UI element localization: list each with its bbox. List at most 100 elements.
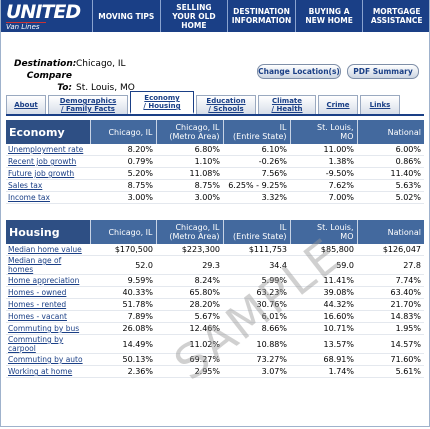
cell: 10.88% xyxy=(223,334,290,354)
tab[interactable]: Climate / Health xyxy=(258,95,316,114)
cell: 0.79% xyxy=(90,155,156,168)
tab[interactable]: Crime xyxy=(318,95,358,114)
button[interactable]: Change Location(s) xyxy=(257,64,341,79)
housing-table: Housing Chicago, IL Chicago, IL (Metro Are… xyxy=(6,220,424,378)
cell: -9.50% xyxy=(290,167,357,180)
tab[interactable]: About xyxy=(6,95,46,114)
row-label[interactable]: Median home value xyxy=(6,244,90,256)
cell: 68.91% xyxy=(290,353,357,366)
column-header: St. Louis, MO xyxy=(289,120,357,144)
cell: 8.66% xyxy=(223,322,290,335)
cell: 6.80% xyxy=(156,144,223,156)
cell: 14.83% xyxy=(357,310,424,323)
destination: Chicago, IL xyxy=(76,59,126,69)
cell: 5.61% xyxy=(357,365,424,378)
cell: 11.08% xyxy=(156,167,223,180)
cell: 71.60% xyxy=(357,353,424,366)
tab[interactable]: Economy / Housing xyxy=(130,91,194,114)
row-label[interactable]: Recent job growth xyxy=(6,155,90,168)
row-label[interactable]: Homes - owned xyxy=(6,286,90,299)
cell: 14.49% xyxy=(90,334,156,354)
cell: 11.40% xyxy=(357,167,424,180)
logo-sub[interactable]: Van Lines xyxy=(6,22,46,31)
row: Homes - owned 40.33% 65.80% 63.23% 39.08% 63.… xyxy=(6,286,424,299)
nav-item[interactable]: BUYING A NEW HOME xyxy=(294,0,363,32)
row-label[interactable]: Working at home xyxy=(6,365,90,378)
nav-item[interactable]: DESTINATION INFORMATION xyxy=(227,0,295,32)
cell: 7.56% xyxy=(223,167,290,180)
column-header: Economy xyxy=(6,120,90,144)
row: Future job growth 5.20% 11.08% 7.56% -9.50% 1… xyxy=(6,167,424,180)
cell: 52.0 xyxy=(90,255,156,275)
tab[interactable]: Links xyxy=(360,95,400,114)
cell: 12.46% xyxy=(156,322,223,335)
row-label[interactable]: Future job growth xyxy=(6,167,90,180)
row: Sales tax 8.75% 8.75% 6.25% - 9.25% 7.62% 5.6… xyxy=(6,179,424,192)
cell: 0.86% xyxy=(357,155,424,168)
row-label[interactable]: Homes - rented xyxy=(6,298,90,311)
cell: 5.99% xyxy=(223,274,290,287)
row-label[interactable]: Income tax xyxy=(6,191,90,204)
cell: 5.02% xyxy=(357,191,424,204)
cell: 40.33% xyxy=(90,286,156,299)
column-header: Housing xyxy=(6,220,90,244)
row-label[interactable]: Homes - vacant xyxy=(6,310,90,323)
cell: -0.26% xyxy=(223,155,290,168)
row: Working at home 2.36% 2.95% 3.07% 1.74% 5.61% xyxy=(6,365,424,378)
cell: 50.13% xyxy=(90,353,156,366)
nav-item[interactable]: MORTGAGE ASSISTANCE xyxy=(362,0,430,32)
row-label[interactable]: Median age of homes xyxy=(6,255,90,275)
row-label[interactable]: Unemployment rate xyxy=(6,144,90,156)
cell: 8.20% xyxy=(90,144,156,156)
row: Commuting by carpool 14.49% 11.02% 10.88% 13… xyxy=(6,334,424,354)
cell: 8.75% xyxy=(90,179,156,192)
column-header: National xyxy=(356,120,424,144)
button[interactable]: PDF Summary xyxy=(347,64,419,79)
row-label[interactable]: Sales tax xyxy=(6,179,90,192)
row-label[interactable]: Commuting by bus xyxy=(6,322,90,335)
row: Home appreciation 9.59% 8.24% 5.99% 11.41% 7.… xyxy=(6,274,424,287)
row-label[interactable]: Home appreciation xyxy=(6,274,90,287)
cell: 6.01% xyxy=(223,310,290,323)
cell: 65.80% xyxy=(156,286,223,299)
cell: 26.08% xyxy=(90,322,156,335)
cell: 29.3 xyxy=(156,255,223,275)
cell: 3.00% xyxy=(90,191,156,204)
cell: 59.0 xyxy=(290,255,357,275)
cell: 11.41% xyxy=(290,274,357,287)
logo[interactable]: UNITED Van Lines xyxy=(0,0,92,32)
cell: 6.25% - 9.25% xyxy=(223,179,290,192)
row: Homes - vacant 7.89% 5.67% 6.01% 16.60% 14.83… xyxy=(6,310,424,323)
logo-text[interactable]: UNITED xyxy=(6,1,81,23)
cell: 6.00% xyxy=(357,144,424,156)
cell: 10.71% xyxy=(290,322,357,335)
cell: 30.76% xyxy=(223,298,290,311)
cell: 51.78% xyxy=(90,298,156,311)
nav-item[interactable]: MOVING TIPS xyxy=(92,0,160,32)
tab[interactable]: Education / Schools xyxy=(196,95,256,114)
cell: 8.24% xyxy=(156,274,223,287)
cell: 11.00% xyxy=(290,144,357,156)
cell: 9.59% xyxy=(90,274,156,287)
cell: 27.8 xyxy=(357,255,424,275)
cell: 13.57% xyxy=(290,334,357,354)
location: Destination:Chicago, IL Compare To: St. L… xyxy=(14,58,135,94)
cell: 5.63% xyxy=(357,179,424,192)
cell: 14.57% xyxy=(357,334,424,354)
cell: 1.74% xyxy=(290,365,357,378)
cell: 1.38% xyxy=(290,155,357,168)
nav-item[interactable]: SELLING YOUR OLD HOME xyxy=(159,0,228,32)
cell: 3.07% xyxy=(223,365,290,378)
row: Commuting by auto 50.13% 69.27% 73.27% 68.91… xyxy=(6,353,424,366)
column-header: IL (Entire State) xyxy=(222,120,290,144)
row: Median home value $170,500 $223,300 $111,75… xyxy=(6,244,424,256)
cell: 34.4 xyxy=(223,255,290,275)
row-label[interactable]: Commuting by carpool xyxy=(6,334,90,354)
cell: 39.08% xyxy=(290,286,357,299)
row: Homes - rented 51.78% 28.20% 30.76% 44.32% 21… xyxy=(6,298,424,311)
row: Median age of homes 52.0 29.3 34.4 59.0 27.8 xyxy=(6,255,424,275)
tab[interactable]: Demographics / Family Facts xyxy=(48,95,128,114)
cell: 73.27% xyxy=(223,353,290,366)
cell: 1.10% xyxy=(156,155,223,168)
row-label[interactable]: Commuting by auto xyxy=(6,353,90,366)
